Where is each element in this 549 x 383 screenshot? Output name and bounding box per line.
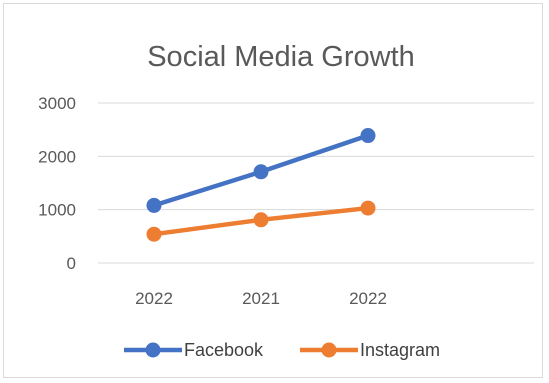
instagram-data-point [146,226,162,242]
legend: Facebook Instagram [124,340,440,360]
x-tick-label: 2022 [349,289,387,308]
chart-title: Social Media Growth [147,41,415,73]
y-tick-label: 0 [67,254,76,273]
facebook-data-point [360,128,376,144]
facebook-legend-marker [145,342,161,358]
instagram-data-point [253,212,269,228]
gridlines [98,102,534,264]
instagram-data-point [360,200,376,216]
instagram-legend-label: Instagram [360,340,440,360]
x-tick-label: 2022 [135,289,173,308]
x-axis-ticks: 2022 2021 2022 [135,289,387,308]
y-tick-label: 2000 [38,147,76,166]
x-tick-label: 2021 [242,289,280,308]
facebook-data-point [253,164,269,180]
series-layer [146,128,376,242]
facebook-data-point [146,197,162,213]
y-tick-label: 3000 [38,94,76,113]
y-axis-ticks: 0 1000 2000 3000 [38,94,76,273]
facebook-legend-label: Facebook [184,340,264,360]
chart-frame: Social Media Growth 0 1000 2000 3000 2022 20… [3,3,543,378]
instagram-legend-marker [321,342,337,358]
y-tick-label: 1000 [38,201,76,220]
